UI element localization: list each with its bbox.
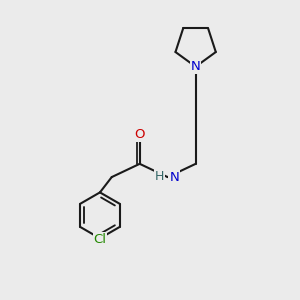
Text: N: N	[191, 60, 200, 73]
Text: N: N	[169, 171, 179, 184]
Text: H: H	[155, 170, 164, 183]
Text: O: O	[134, 128, 145, 141]
Text: Cl: Cl	[93, 233, 106, 246]
